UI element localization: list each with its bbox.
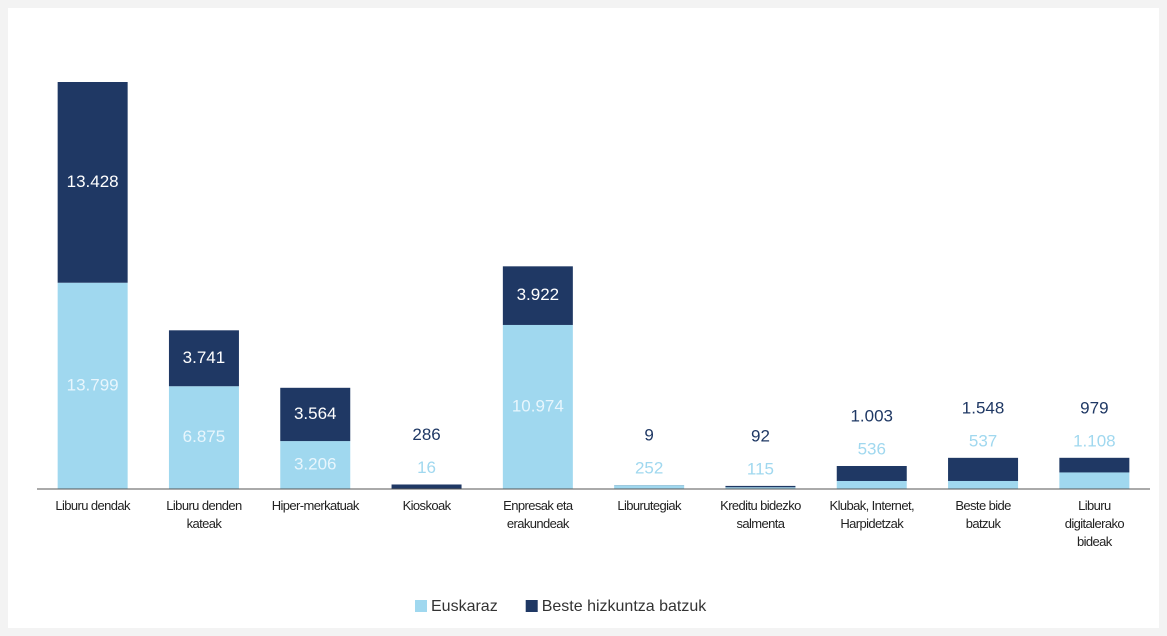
x-tick-label: Klubak, Internet, Harpidetzak <box>829 498 915 531</box>
x-tick-label: Kreditu bidezko salmenta <box>720 498 801 531</box>
value-label: 252 <box>635 459 663 478</box>
x-tick-label: Enpresak eta erakundeak <box>503 498 573 531</box>
legend-swatch <box>415 600 427 612</box>
value-label: 3.564 <box>294 404 337 423</box>
value-label: 115 <box>747 459 774 478</box>
bar-segment <box>280 441 351 489</box>
value-label: 537 <box>969 431 997 450</box>
value-label: 13.428 <box>67 172 119 191</box>
value-label: 3.206 <box>294 455 337 474</box>
bar-segment <box>836 480 907 489</box>
bar-segment <box>725 485 796 488</box>
bar-segment <box>280 387 351 442</box>
x-tick-label: Liburu denden kateak <box>166 498 242 531</box>
value-label: 3.922 <box>517 285 560 304</box>
value-label: 1.003 <box>850 406 893 425</box>
bar-segment <box>1059 472 1130 489</box>
value-label: 1.548 <box>962 398 1005 417</box>
bar-segment <box>836 465 907 481</box>
value-label: 10.974 <box>512 396 564 415</box>
value-label: 1.108 <box>1073 431 1116 450</box>
x-tick-label: Hiper-merkatuak <box>271 498 360 513</box>
bar-segment <box>948 457 1019 481</box>
value-label: 92 <box>751 426 770 445</box>
value-label: 13.799 <box>67 375 119 394</box>
legend-swatch <box>525 600 538 612</box>
x-tick-label: Liburutegiak <box>617 498 681 513</box>
bar-segment <box>168 386 239 489</box>
bar-segment <box>502 266 573 325</box>
value-label: 9 <box>644 426 653 445</box>
value-label: 979 <box>1080 398 1108 417</box>
value-label: 16 <box>417 458 436 477</box>
x-tick-label: Liburu dendak <box>55 498 130 513</box>
bar-segment <box>57 82 128 283</box>
bar-segment <box>948 480 1019 489</box>
legend-label: Beste hizkuntza batzuk <box>542 598 708 615</box>
bar-segment <box>614 485 685 489</box>
x-tick-label: Liburu digitalerako bideak <box>1064 498 1125 549</box>
legend-label: Euskaraz <box>431 598 498 615</box>
value-label: 6.875 <box>183 427 226 446</box>
bar-segment <box>725 487 796 489</box>
panel <box>8 8 1159 628</box>
bar-segment <box>391 484 462 489</box>
value-label: 536 <box>858 439 886 458</box>
value-label: 3.741 <box>183 348 226 367</box>
bar-segment <box>1059 457 1130 473</box>
bar-segment <box>502 324 573 489</box>
value-label: 286 <box>412 425 440 444</box>
bar-segment <box>168 330 239 387</box>
bar-segment <box>57 282 128 489</box>
x-tick-label: Kioskoak <box>402 498 452 513</box>
x-tick-label: Beste bide batzuk <box>955 498 1011 531</box>
